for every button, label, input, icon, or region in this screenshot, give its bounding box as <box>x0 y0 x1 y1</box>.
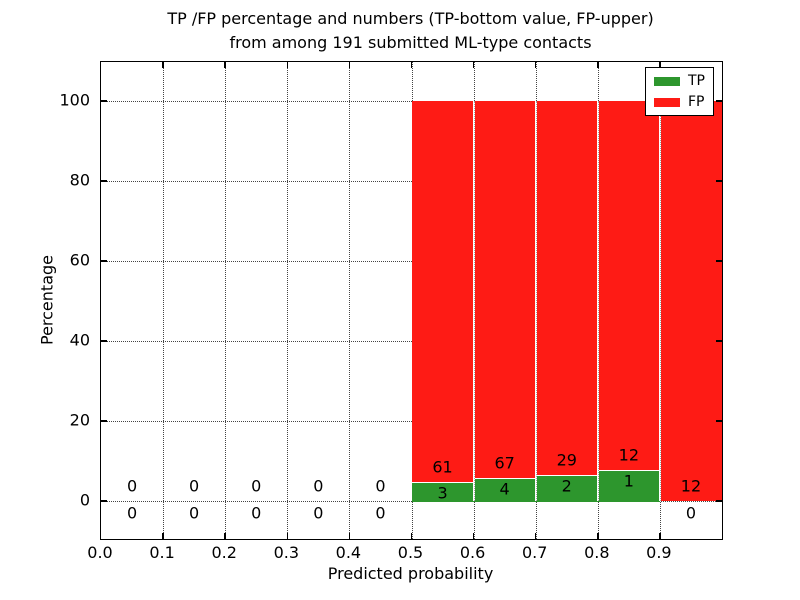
x-tick-label: 0.5 <box>397 543 424 562</box>
fp-count-label: 0 <box>313 476 324 496</box>
x-tick-label: 0.8 <box>584 543 610 562</box>
x-tick-top <box>348 62 351 68</box>
y-tick-left <box>101 180 107 182</box>
fp-count-label: 61 <box>432 457 453 477</box>
legend: TP FP <box>645 67 714 116</box>
fp-bar-segment <box>597 101 660 471</box>
x-tick-bottom <box>348 533 351 539</box>
tp-count-label: 1 <box>623 471 634 491</box>
v-gridline <box>349 62 351 539</box>
y-tick-right <box>716 100 722 102</box>
chart-title-line1: TP /FP percentage and numbers (TP-bottom… <box>167 9 654 28</box>
chart-title: TP /FP percentage and numbers (TP-bottom… <box>100 7 721 55</box>
y-tick-right <box>716 500 722 502</box>
x-tick-label: 0.6 <box>459 543 486 562</box>
x-tick-bottom <box>659 533 661 539</box>
y-tick-label: 80 <box>69 170 90 190</box>
tp-count-label: 4 <box>499 479 510 499</box>
fp-bar-segment <box>535 101 598 476</box>
fp-count-label: 0 <box>189 476 200 496</box>
y-tick-left <box>101 260 107 262</box>
legend-item-tp: TP <box>654 74 705 88</box>
x-tick-bottom <box>472 533 475 539</box>
y-tick-label: 100 <box>59 90 90 110</box>
x-tick-bottom <box>597 533 599 539</box>
y-tick-right <box>716 260 722 262</box>
y-tick-right <box>716 420 722 422</box>
y-tick-label: 0 <box>79 490 90 510</box>
tp-count-label: 0 <box>313 503 324 523</box>
x-tick-top <box>534 62 537 68</box>
fp-count-label: 12 <box>618 445 640 465</box>
x-axis-label: Predicted probability <box>327 564 494 583</box>
fp-bar-segment <box>473 101 536 479</box>
fp-count-label: 29 <box>556 450 577 470</box>
x-tick-bottom <box>410 533 413 539</box>
y-tick-left <box>101 340 107 342</box>
x-tick-top <box>659 62 661 68</box>
fp-count-label: 12 <box>680 476 702 496</box>
fp-color-swatch <box>654 97 680 107</box>
y-tick-label: 60 <box>69 250 90 270</box>
x-tick-top <box>286 62 289 68</box>
y-tick-left <box>101 100 107 102</box>
x-tick-label: 0.4 <box>335 543 362 562</box>
tp-count-label: 0 <box>126 503 138 523</box>
tp-count-label: 0 <box>189 503 200 523</box>
x-tick-top <box>472 62 475 68</box>
fp-count-label: 0 <box>375 476 386 496</box>
plot-area: TP FP 0 0 0 0 0 0 0 0 0 0 61 3 67 4 29 2 12 1 12 0 <box>100 61 723 540</box>
fp-bar-segment <box>659 101 722 501</box>
y-tick-left <box>101 420 107 422</box>
chart-title-line2: from among 191 submitted ML-type contact… <box>229 33 592 52</box>
y-tick-label: 40 <box>69 330 90 350</box>
x-tick-label: 0.1 <box>149 543 175 562</box>
tp-bar-segment <box>597 470 660 502</box>
x-tick-label: 0.3 <box>273 543 300 562</box>
legend-label-tp: TP <box>688 73 705 89</box>
tp-bar-segment <box>473 478 536 502</box>
x-tick-bottom <box>286 533 289 539</box>
tp-color-swatch <box>654 76 680 86</box>
tp-bar-segment <box>411 482 474 502</box>
bar-boundary-dotted-gridline <box>597 101 599 501</box>
x-tick-bottom <box>224 533 226 539</box>
tp-bar-segment <box>535 475 598 502</box>
y-tick-right <box>716 340 722 342</box>
x-tick-label: 0.0 <box>87 543 113 562</box>
bar-boundary-dotted-gridline <box>659 101 661 501</box>
x-tick-label: 0.2 <box>211 543 237 562</box>
bar-boundary-dotted-gridline <box>535 101 537 501</box>
x-tick-top <box>162 62 164 68</box>
x-tick-label: 0.9 <box>646 543 672 562</box>
x-tick-top <box>410 62 413 68</box>
y-tick-left <box>101 500 107 502</box>
v-gridline <box>287 62 289 539</box>
tp-count-label: 2 <box>561 476 572 496</box>
fp-count-label: 0 <box>251 476 262 496</box>
tp-count-label: 0 <box>375 503 386 523</box>
legend-label-fp: FP <box>688 94 705 110</box>
fp-count-label: 0 <box>126 476 138 496</box>
legend-item-fp: FP <box>654 95 705 109</box>
x-tick-label: 0.7 <box>521 543 548 562</box>
v-gridline <box>163 62 165 539</box>
bar-boundary-dotted-gridline <box>473 101 475 501</box>
tp-count-label: 0 <box>251 503 262 523</box>
v-gridline <box>225 62 227 539</box>
x-tick-bottom <box>534 533 537 539</box>
y-tick-right <box>716 180 722 182</box>
fp-bar-segment <box>411 101 474 483</box>
tp-count-label: 0 <box>685 503 697 523</box>
x-tick-bottom <box>162 533 164 539</box>
x-tick-top <box>224 62 226 68</box>
x-tick-top <box>597 62 599 68</box>
fp-count-label: 67 <box>494 453 515 473</box>
tp-count-label: 3 <box>437 483 448 503</box>
y-tick-label: 20 <box>69 410 90 430</box>
